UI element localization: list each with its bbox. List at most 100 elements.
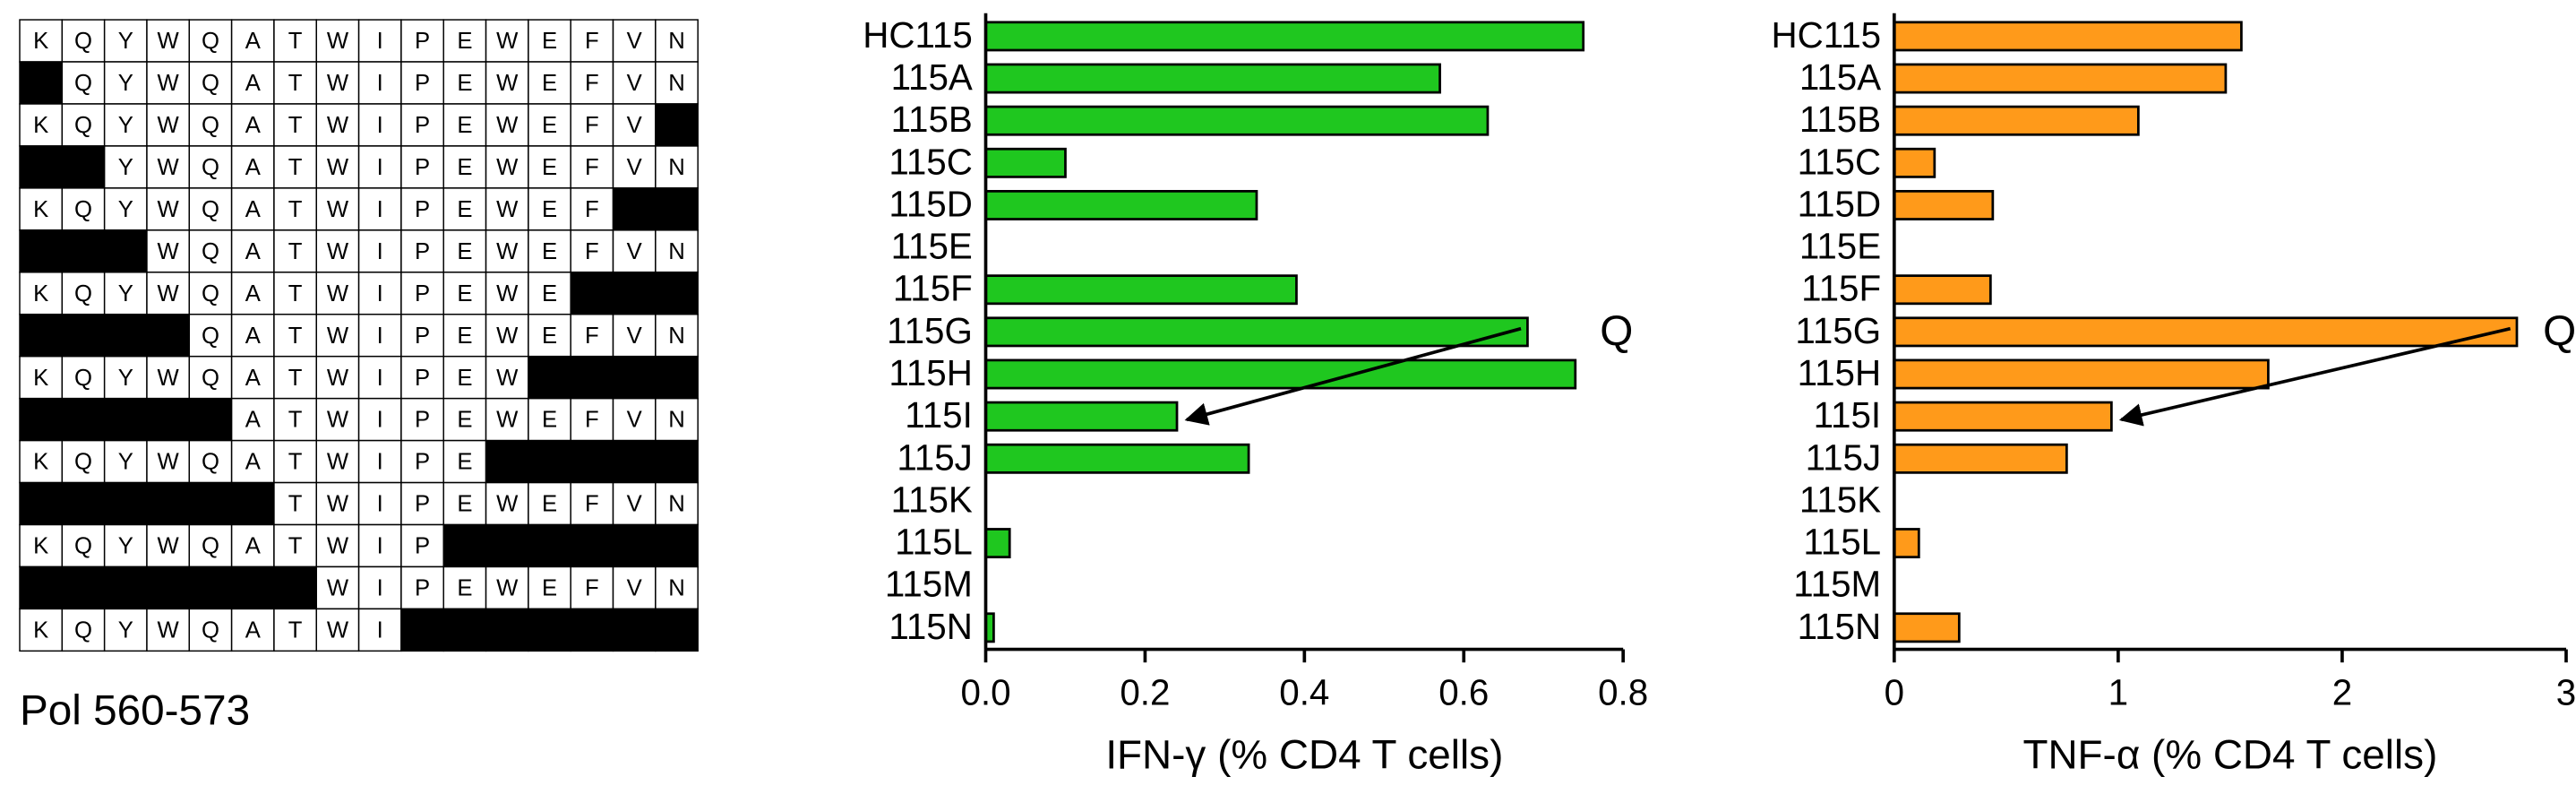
residue-cell [230,229,275,273]
residue-cell [19,187,64,231]
residue: Q [74,281,92,306]
residue: N [668,29,685,54]
residue-cell [273,439,317,484]
residue: E [457,281,472,306]
x-tick-label: 2 [2332,672,2352,713]
bar [1893,612,1961,643]
residue: A [245,324,262,349]
residue: W [496,29,519,54]
residue-cell [146,439,191,484]
residue: N [668,239,685,264]
residue: Q [202,71,219,96]
blank-cell [612,608,657,652]
residue: I [377,492,383,517]
residue-cell [19,608,64,652]
category-label: 115D [889,183,972,224]
residue: I [377,366,383,391]
residue: Y [118,534,133,559]
blank-cell [19,481,64,526]
bar [984,274,1298,306]
residue: P [415,239,430,264]
residue-cell [230,145,275,189]
residue: T [288,155,303,180]
blank-cell [570,608,614,652]
residue: W [327,618,349,643]
residue-cell [188,145,233,189]
residue: N [668,408,685,433]
category-label: 115H [1798,352,1881,393]
residue-cell [570,19,614,63]
residue-cell [230,103,275,147]
blank-cell [19,397,64,442]
residue-cell [146,145,191,189]
residue: E [457,408,472,433]
bar [1893,21,2243,52]
residue: F [585,324,599,349]
residue: E [542,29,557,54]
residue: Y [118,281,133,306]
residue: I [377,534,383,559]
category-label: 115A [1799,56,1881,98]
blank-cell [103,229,148,273]
residue-cell [146,608,191,652]
blank-cell [19,145,64,189]
residue-cell [188,103,233,147]
blank-cell [485,439,529,484]
residue: Q [202,197,219,222]
blank-cell [612,355,657,400]
residue: I [377,239,383,264]
blank-cell [103,397,148,442]
category-label: 115F [893,268,973,309]
residue: K [33,618,48,643]
x-tick-label: 0 [1885,672,1904,713]
residue: W [327,239,349,264]
x-axis-title: IFN-γ (% CD4 T cells) [1105,731,1503,778]
residue: T [288,450,303,475]
residue-cell [273,229,317,273]
residue-cell [230,61,275,105]
residue: V [627,155,642,180]
residue: V [627,29,642,54]
blank-cell [400,608,444,652]
blank-cell [61,565,106,610]
category-label: 115G [887,310,973,351]
residue-cell [442,272,487,315]
residue: I [377,281,383,306]
blank-cell [442,523,487,568]
bar [1893,189,1995,220]
category-label: 115L [1803,522,1881,563]
residue: P [415,113,430,138]
residue: I [377,113,383,138]
residue: F [585,576,599,601]
category-label: 115K [891,479,973,520]
residue-cell [655,481,699,526]
residue: T [288,366,303,391]
residue: A [245,450,262,475]
residue: Y [118,618,133,643]
residue: W [158,366,180,391]
blank-cell [442,608,487,652]
residue: A [245,366,262,391]
residue: E [457,492,472,517]
residue-cell [612,145,657,189]
residue: E [542,113,557,138]
residue: I [377,324,383,349]
residue: W [496,239,519,264]
category-label: 115B [891,99,973,140]
residue: W [327,576,349,601]
residue: E [457,113,472,138]
residue-cell [315,481,360,526]
category-label: 115L [895,522,973,563]
bar [984,189,1258,220]
residue-cell [485,314,529,358]
bar [1893,274,1992,306]
residue: E [457,71,472,96]
residue-cell [230,19,275,63]
category-label: 115J [1806,436,1882,478]
bar [1893,316,2519,348]
residue: F [585,197,599,222]
blank-cell [570,523,614,568]
residue-cell [103,608,148,652]
residue-cell [357,187,402,231]
residue: W [158,197,180,222]
